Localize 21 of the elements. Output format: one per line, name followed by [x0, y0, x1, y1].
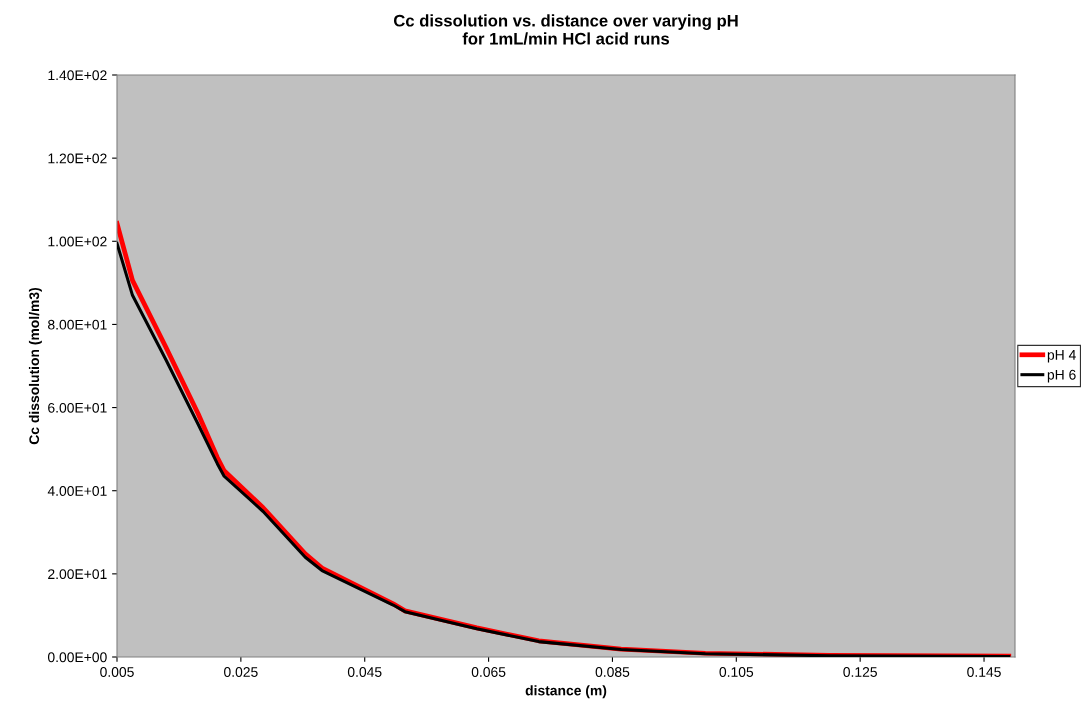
y-tick-label: 1.00E+02	[48, 236, 107, 247]
y-tick-label: 1.40E+02	[48, 70, 107, 81]
x-tick-label: 0.125	[843, 667, 877, 677]
x-tick-label: 0.105	[719, 667, 754, 677]
x-tick-label: 0.145	[967, 667, 1001, 677]
x-tick-label: 0.005	[100, 667, 134, 677]
legend-label: pH 6	[1047, 369, 1076, 383]
x-tick-label: 0.045	[347, 667, 382, 677]
y-tick-label: 1.20E+02	[48, 153, 107, 164]
x-axis-title: distance (m)	[525, 685, 607, 699]
y-tick-label: 4.00E+01	[47, 486, 107, 496]
chart-title: Cc dissolution vs. distance over varying pH for 1mL/min HCl acid runs	[393, 14, 738, 45]
y-tick-label: 8.00E+01	[48, 319, 107, 330]
y-tick-label: 6.00E+01	[48, 402, 107, 413]
x-tick-label: 0.065	[471, 667, 506, 677]
y-tick-label: 2.00E+01	[48, 569, 107, 580]
x-tick-label: 0.085	[595, 667, 630, 677]
y-tick-label: 0.00E+00	[47, 652, 107, 663]
x-tick-label: 0.025	[224, 667, 258, 677]
y-axis-title: Cc dissolution (mol/m3)	[28, 287, 42, 445]
legend-label: pH 4	[1047, 350, 1076, 363]
